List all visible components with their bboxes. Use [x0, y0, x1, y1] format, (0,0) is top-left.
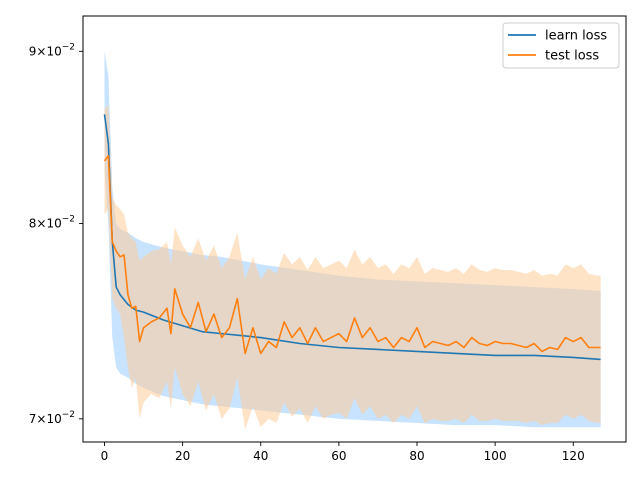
- confidence-bands: [104, 51, 601, 430]
- x-tick-label: 100: [484, 449, 507, 463]
- y-tick-label: 8×10−2: [29, 215, 75, 231]
- x-tick-label: 60: [331, 449, 346, 463]
- legend-label-learn-loss: learn loss: [545, 29, 607, 44]
- x-tick-label: 40: [253, 449, 268, 463]
- x-tick-label: 80: [409, 449, 424, 463]
- x-axis-ticks: 0 20 40 60 80 100 120: [101, 442, 585, 463]
- x-tick-label: 20: [175, 449, 190, 463]
- y-tick-label: 7×10−2: [29, 410, 75, 426]
- x-tick-label: 0: [101, 449, 109, 463]
- plot-frame: [82, 15, 627, 443]
- legend: learn loss test loss: [502, 22, 620, 69]
- test-loss-line: [103, 154, 601, 355]
- x-tick-label: 120: [562, 449, 585, 463]
- series-lines: [103, 114, 601, 361]
- y-tick-label: 9×10−2: [29, 42, 75, 58]
- y-axis-ticks: 7×10−2 8×10−2 9×10−2: [29, 42, 83, 426]
- learn-loss-line: [103, 114, 601, 361]
- legend-label-test-loss: test loss: [545, 49, 599, 64]
- test-loss-band: [104, 104, 601, 430]
